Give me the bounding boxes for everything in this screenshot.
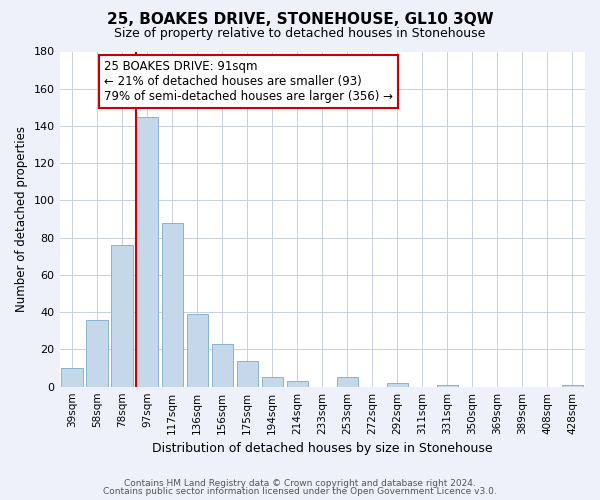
Bar bbox=[112, 245, 133, 386]
Bar bbox=[337, 378, 358, 386]
Text: 25, BOAKES DRIVE, STONEHOUSE, GL10 3QW: 25, BOAKES DRIVE, STONEHOUSE, GL10 3QW bbox=[107, 12, 493, 28]
Bar bbox=[437, 385, 458, 386]
Bar bbox=[287, 381, 308, 386]
Bar bbox=[136, 116, 158, 386]
Bar bbox=[387, 383, 408, 386]
Text: Size of property relative to detached houses in Stonehouse: Size of property relative to detached ho… bbox=[115, 28, 485, 40]
Text: 25 BOAKES DRIVE: 91sqm
← 21% of detached houses are smaller (93)
79% of semi-det: 25 BOAKES DRIVE: 91sqm ← 21% of detached… bbox=[104, 60, 393, 103]
Bar bbox=[212, 344, 233, 387]
Text: Contains HM Land Registry data © Crown copyright and database right 2024.: Contains HM Land Registry data © Crown c… bbox=[124, 478, 476, 488]
Bar bbox=[187, 314, 208, 386]
Text: Contains public sector information licensed under the Open Government Licence v3: Contains public sector information licen… bbox=[103, 487, 497, 496]
Bar bbox=[86, 320, 108, 386]
Bar bbox=[161, 223, 183, 386]
Bar bbox=[262, 378, 283, 386]
Bar bbox=[61, 368, 83, 386]
X-axis label: Distribution of detached houses by size in Stonehouse: Distribution of detached houses by size … bbox=[152, 442, 493, 455]
Y-axis label: Number of detached properties: Number of detached properties bbox=[15, 126, 28, 312]
Bar bbox=[236, 360, 258, 386]
Bar bbox=[562, 385, 583, 386]
